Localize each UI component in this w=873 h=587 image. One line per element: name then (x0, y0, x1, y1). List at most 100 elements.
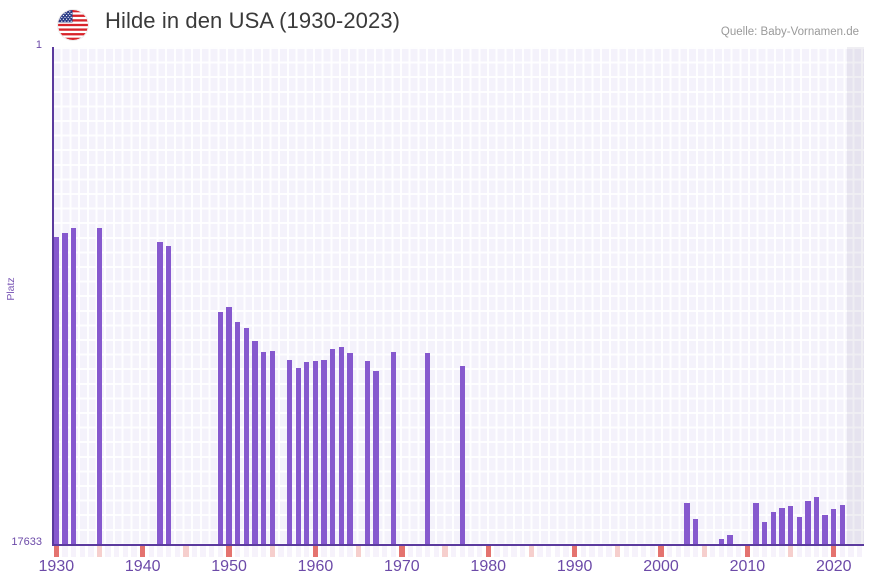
x-axis-tick-1970 (399, 546, 405, 557)
x-axis-tick-2019 (822, 546, 828, 557)
x-axis-tick-1942 (157, 546, 163, 557)
x-axis-tick-1983 (511, 546, 517, 557)
y-axis-line (52, 47, 54, 545)
x-axis-tick-1932 (70, 546, 77, 557)
x-axis-tick-1953 (252, 546, 258, 557)
x-axis-tick-1987 (546, 546, 552, 557)
x-axis-tick-2022 (848, 546, 854, 557)
x-axis-tick-1972 (416, 546, 422, 557)
x-axis-tick-1996 (623, 546, 630, 557)
x-axis-tick-markers (52, 546, 864, 558)
x-axis-tick-2014 (779, 546, 785, 557)
x-axis-tick-1999 (649, 546, 656, 557)
x-axis-tick-1965 (355, 546, 362, 557)
x-axis-tick-1960 (312, 546, 319, 557)
bar (796, 516, 802, 545)
x-axis-line (52, 544, 864, 546)
x-axis-tick-1993 (597, 546, 604, 557)
bar (321, 359, 327, 545)
x-axis-tick-2021 (839, 546, 846, 557)
x-axis-tick-1938 (122, 546, 129, 557)
x-axis-tick-1974 (433, 546, 440, 557)
x-axis-tick-2013 (770, 546, 776, 557)
x-axis-label-1990: 1990 (556, 558, 593, 575)
bar (692, 518, 699, 545)
x-axis-tick-2007 (718, 546, 725, 557)
y-axis-title: Platz (5, 277, 17, 301)
x-axis-tick-2006 (710, 546, 716, 557)
us-flag-icon (58, 10, 88, 40)
x-axis-tick-1952 (243, 546, 250, 557)
bar (373, 370, 379, 545)
bar (295, 367, 301, 545)
x-axis-tick-1935 (96, 546, 103, 557)
bar (364, 361, 370, 545)
x-axis-tick-1997 (632, 546, 638, 557)
x-axis-tick-1947 (200, 546, 206, 557)
bar (312, 360, 319, 545)
bar (425, 353, 431, 545)
x-axis-tick-1986 (537, 546, 543, 557)
chart-header: Hilde in den USA (1930-2023) Quelle: Bab… (0, 0, 873, 46)
x-axis-tick-2003 (684, 546, 690, 557)
x-axis-tick-2005 (701, 546, 707, 557)
x-axis-label-1930: 1930 (38, 558, 75, 575)
bar (96, 228, 103, 545)
x-axis-tick-2015 (787, 546, 794, 557)
x-axis-tick-2012 (761, 546, 768, 557)
x-axis-tick-1976 (451, 546, 457, 557)
x-axis-tick-1975 (442, 546, 448, 557)
x-axis-tick-2002 (675, 546, 681, 557)
source-attribution: Quelle: Baby-Vornamen.de (720, 26, 859, 38)
bar (304, 361, 310, 545)
x-axis-label-1950: 1950 (211, 558, 247, 575)
x-axis-tick-2000 (658, 546, 664, 557)
x-axis-tick-1950 (226, 546, 232, 557)
x-axis-tick-1949 (217, 546, 224, 557)
x-axis-tick-1946 (191, 546, 198, 557)
bar (260, 351, 267, 545)
bar (338, 347, 345, 545)
bar (805, 501, 811, 545)
y-axis-tick-top: 1 (35, 39, 42, 51)
x-axis-tick-1988 (554, 546, 560, 557)
x-axis-tick-1955 (269, 546, 275, 557)
x-axis-tick-2004 (692, 546, 699, 557)
bar (831, 509, 837, 545)
bar (269, 350, 275, 545)
x-axis-tick-1966 (364, 546, 370, 557)
x-axis-tick-1933 (79, 546, 85, 557)
x-axis-tick-1989 (563, 546, 569, 557)
x-axis-tick-1954 (260, 546, 267, 557)
x-axis-tick-1978 (468, 546, 474, 557)
plot-area (52, 47, 864, 545)
x-axis-tick-1934 (88, 546, 94, 557)
page-title: Hilde in den USA (1930-2023) (105, 8, 401, 33)
x-axis-tick-1957 (286, 546, 293, 557)
x-axis-tick-1943 (165, 546, 172, 557)
x-axis-tick-1973 (425, 546, 431, 557)
x-axis-tick-1931 (62, 546, 68, 557)
bar (390, 352, 396, 545)
x-axis-tick-1992 (589, 546, 595, 557)
bar (243, 328, 250, 545)
x-axis-tick-1971 (407, 546, 414, 557)
bar (779, 508, 785, 545)
bar (62, 233, 68, 545)
bar (813, 496, 820, 545)
bar (761, 521, 768, 545)
bar (217, 312, 224, 545)
x-axis-tick-1951 (235, 546, 241, 557)
x-axis-label-1980: 1980 (470, 558, 507, 575)
x-axis-tick-1958 (295, 546, 301, 557)
bar (787, 505, 794, 545)
x-axis-tick-1977 (459, 546, 465, 557)
x-axis-tick-1956 (278, 546, 284, 557)
x-axis-tick-1948 (209, 546, 215, 557)
x-axis-tick-2018 (813, 546, 820, 557)
x-axis-tick-1939 (131, 546, 137, 557)
x-axis-tick-1984 (520, 546, 526, 557)
x-axis-tick-1964 (347, 546, 353, 557)
x-axis-tick-1985 (528, 546, 535, 557)
bar (822, 514, 828, 545)
